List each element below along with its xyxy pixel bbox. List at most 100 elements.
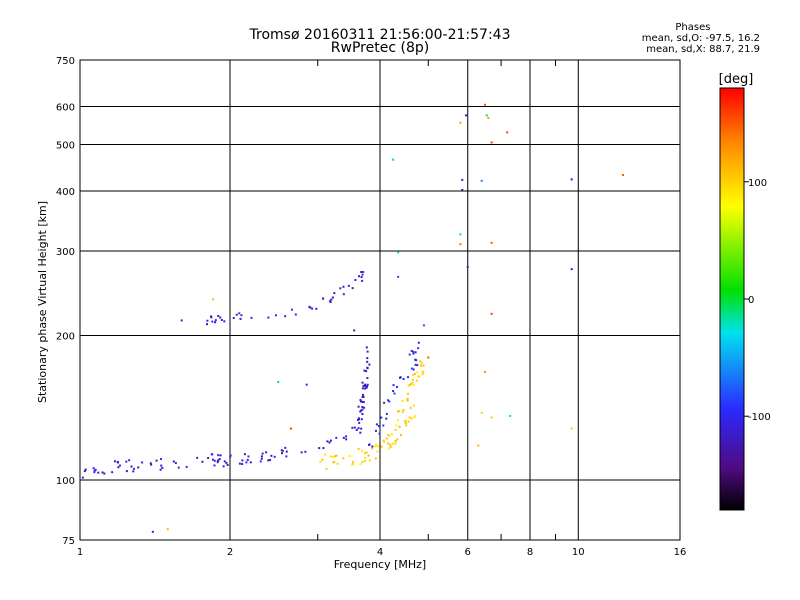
data-point [328, 441, 331, 444]
data-point [410, 417, 413, 420]
y-tick-label: 400 [56, 187, 75, 198]
data-point [412, 373, 415, 376]
data-point [464, 114, 467, 117]
data-point [383, 440, 386, 443]
data-point [365, 346, 368, 349]
data-point [326, 440, 329, 443]
data-point [273, 455, 276, 458]
data-point [220, 318, 223, 321]
data-point [161, 466, 164, 469]
data-point [177, 466, 180, 469]
data-point [83, 470, 86, 473]
data-point [294, 313, 297, 316]
data-point [201, 460, 204, 463]
x-tick-label: 8 [527, 547, 533, 558]
data-point [141, 461, 144, 464]
data-point [315, 307, 318, 310]
data-point [274, 314, 277, 317]
data-point [270, 454, 273, 457]
data-point [408, 416, 411, 419]
data-point [335, 454, 338, 457]
data-point [389, 445, 392, 448]
phases-summary: Phases mean, sd,O: -97.5, 16.2 mean, sd,… [642, 22, 760, 55]
colorbar-label: [deg] [719, 72, 754, 87]
data-point [118, 464, 121, 467]
data-point [97, 471, 100, 474]
data-point [211, 458, 214, 461]
data-point [371, 445, 374, 448]
data-point [225, 461, 228, 464]
y-axis-label: Stationary phase Virtual Height [km] [36, 201, 49, 403]
data-point [305, 383, 308, 386]
data-point [342, 457, 345, 460]
data-point [325, 467, 328, 470]
data-point [132, 470, 135, 473]
chart-title: Tromsø 20160311 21:56:00-21:57:43 [249, 27, 511, 43]
data-point [241, 459, 244, 462]
data-point [477, 444, 480, 447]
data-point [427, 356, 430, 359]
data-point [368, 363, 371, 366]
y-tick-label: 75 [62, 536, 75, 547]
data-point [281, 449, 284, 452]
x-tick-label: 10 [572, 547, 585, 558]
data-point [159, 468, 162, 471]
data-point [245, 461, 248, 464]
data-point [484, 103, 487, 106]
data-point [366, 383, 369, 386]
data-point [117, 461, 120, 464]
data-point [137, 466, 140, 469]
data-point [422, 324, 425, 327]
data-point [300, 451, 303, 454]
data-point [570, 427, 573, 430]
data-point [280, 449, 283, 452]
data-point [365, 370, 368, 373]
data-point [324, 453, 327, 456]
data-point [362, 395, 365, 398]
data-point [160, 458, 163, 461]
data-point [304, 450, 307, 453]
data-point [420, 364, 423, 367]
data-point [93, 471, 96, 474]
data-point [330, 298, 333, 301]
data-point [196, 456, 199, 459]
data-point [480, 179, 483, 182]
data-point [361, 273, 364, 276]
data-point [361, 381, 364, 384]
data-point [335, 436, 338, 439]
data-point [407, 392, 410, 395]
data-point [485, 114, 488, 117]
data-point [329, 439, 332, 442]
x-tick-label: 4 [377, 547, 383, 558]
data-point [246, 458, 249, 461]
data-point [363, 369, 366, 372]
data-point [401, 411, 404, 414]
data-points [81, 103, 625, 533]
data-point [333, 292, 336, 295]
data-point [412, 352, 415, 355]
data-point [374, 445, 377, 448]
data-point [459, 233, 462, 236]
chart-subtitle: RwPretec (8p) [330, 40, 430, 56]
data-point [265, 451, 268, 454]
data-point [359, 410, 362, 413]
data-point [390, 433, 393, 436]
data-point [411, 378, 414, 381]
data-point [329, 300, 332, 303]
data-point [412, 404, 415, 407]
data-point [409, 406, 412, 409]
data-point [321, 458, 324, 461]
data-point [111, 471, 114, 474]
data-point [289, 427, 292, 430]
data-point [223, 460, 226, 463]
data-point [332, 461, 335, 464]
phases-o-mode: mean, sd,O: -97.5, 16.2 [641, 33, 760, 44]
data-point [388, 400, 391, 403]
phases-x-mode: mean, sd,X: 88.7, 21.9 [646, 44, 760, 55]
plot-frame [79, 59, 681, 541]
data-point [363, 459, 366, 462]
data-point [232, 316, 235, 319]
data-point [413, 416, 416, 419]
data-point [210, 315, 213, 318]
